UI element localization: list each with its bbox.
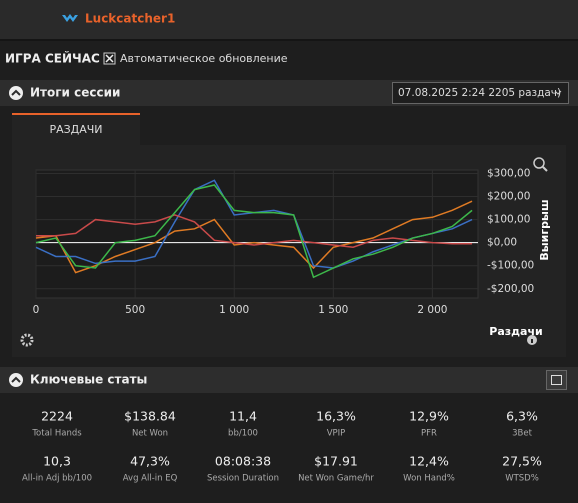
- stat-label: Avg All-in EQ: [123, 474, 178, 484]
- y-axis-title: Выигрыш: [538, 199, 551, 260]
- session-title: Итоги сессии: [30, 86, 120, 100]
- x-tick-label: 2 000: [417, 304, 447, 316]
- session-dropdown[interactable]: [392, 82, 569, 104]
- layout-icon: [551, 375, 562, 385]
- settings-icon[interactable]: [20, 333, 34, 347]
- stat-value: 27,5%: [502, 454, 542, 469]
- stat-label: bb/100: [228, 429, 258, 439]
- stat-value: 12,4%: [409, 454, 449, 469]
- x-axis-title: Раздачи: [489, 325, 542, 338]
- divider: [0, 39, 578, 41]
- auto-refresh[interactable]: Автоматическое обновление: [120, 52, 288, 65]
- y-tick-label: $300,00: [487, 167, 530, 179]
- stat-label: VPIP: [327, 429, 346, 439]
- live-title: ИГРА СЕЙЧАС: [5, 51, 100, 66]
- checkbox[interactable]: [103, 52, 116, 65]
- stat-value: 6,3%: [506, 409, 538, 424]
- dropdown-arrow: [554, 90, 562, 95]
- dropdown-text: 07.08.2025 2:24 2205 раздач): [398, 87, 561, 99]
- stat-value: $138.84: [124, 409, 176, 424]
- zoom-icon[interactable]: [533, 157, 545, 169]
- info-glyph: [531, 339, 533, 343]
- stats-grid: 2224 Total Hands $138.84 Net Won 11,4 bb/100 1…: [22, 409, 542, 484]
- stat-label: All-in Adj bb/100: [22, 474, 92, 484]
- stats-arrow: [11, 376, 21, 383]
- x-tick-label: 0: [33, 304, 40, 316]
- y-tick-label: $200,00: [487, 191, 530, 203]
- tab[interactable]: [12, 113, 140, 145]
- stat-value: 12,9%: [409, 409, 449, 424]
- tab-label: РАЗДАЧИ: [49, 123, 102, 136]
- stat-label: Won Hand%: [403, 474, 455, 484]
- stats-title: Ключевые статы: [30, 373, 147, 387]
- y-tick-label: $0,00: [487, 237, 517, 249]
- stat-label: PFR: [421, 429, 437, 439]
- stat-label: WTSD%: [505, 474, 539, 484]
- stats-collapse[interactable]: [9, 373, 23, 387]
- check-mark: [105, 54, 114, 63]
- stat-label: Net Won Game/hr: [298, 474, 374, 484]
- stat-label: Total Hands: [31, 429, 82, 439]
- stat-value: 11,4: [229, 409, 257, 424]
- stat-value: 2224: [41, 409, 73, 424]
- x-tick-label: 1 500: [318, 304, 348, 316]
- stat-label: 3Bet: [512, 429, 532, 439]
- stat-label: Net Won: [132, 429, 168, 439]
- x-tick-label: 1 000: [219, 304, 249, 316]
- collapse-button[interactable]: [9, 86, 23, 100]
- stat-value: 47,3%: [130, 454, 170, 469]
- tab-indicator: [12, 113, 140, 115]
- series-line: [35, 200, 473, 274]
- layout-button[interactable]: [546, 370, 567, 390]
- zoom-handle: [542, 166, 548, 172]
- y-tick-label: -$200,00: [487, 283, 534, 295]
- collapse-arrow: [11, 89, 21, 96]
- chart: $300,00 $200,00 $100,00 $0,00 -$100,00 -$200,…: [33, 167, 535, 316]
- logo: [62, 14, 78, 22]
- plot-area: [35, 169, 479, 299]
- stat-value: 10,3: [43, 454, 71, 469]
- stat-value: 16,3%: [316, 409, 356, 424]
- app-name[interactable]: Luckcatcher1: [85, 12, 175, 26]
- x-tick-label: 500: [125, 304, 145, 316]
- stat-label: Session Duration: [207, 474, 279, 484]
- series-line: [35, 184, 473, 279]
- y-tick-label: $100,00: [487, 214, 530, 226]
- stat-value: 08:08:38: [215, 454, 271, 469]
- y-tick-label: -$100,00: [487, 260, 534, 272]
- series-line: [36, 214, 473, 249]
- stat-value: $17.91: [314, 454, 358, 469]
- stats-header: [0, 367, 578, 393]
- top-bar: [0, 0, 578, 40]
